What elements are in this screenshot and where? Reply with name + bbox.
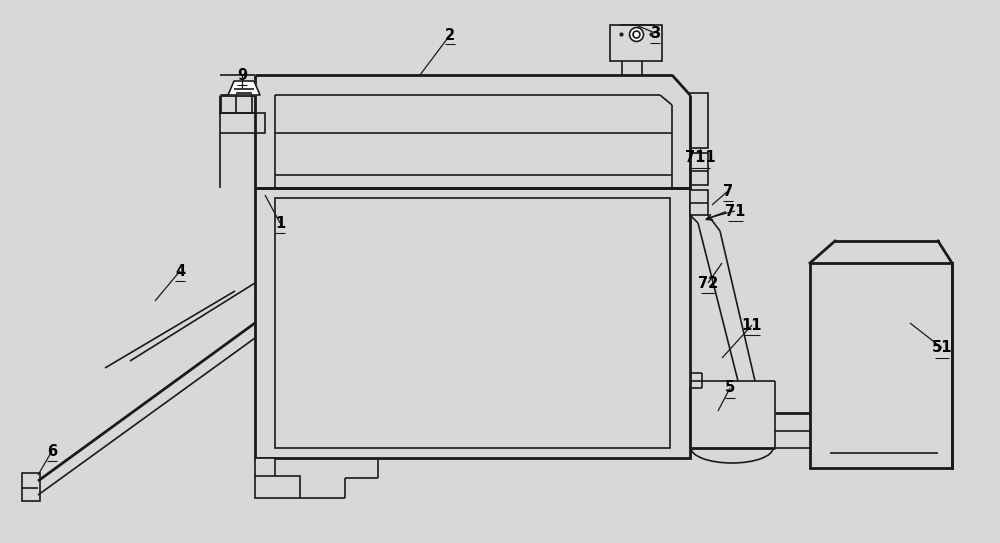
Polygon shape: [228, 81, 260, 95]
Bar: [255, 188, 690, 458]
Bar: [690, 190, 708, 215]
Bar: [690, 153, 708, 185]
Bar: [810, 263, 952, 468]
Bar: [255, 476, 300, 498]
Text: 6: 6: [47, 444, 57, 458]
Bar: [275, 198, 670, 448]
Text: 2: 2: [445, 28, 455, 42]
Text: 9: 9: [237, 67, 247, 83]
Bar: [610, 25, 662, 61]
Bar: [690, 93, 708, 148]
Text: 7: 7: [723, 184, 733, 199]
Text: 71: 71: [725, 204, 745, 218]
Text: 711: 711: [685, 150, 715, 166]
Text: 5: 5: [725, 381, 735, 395]
Text: 72: 72: [698, 275, 718, 291]
Text: 11: 11: [742, 318, 762, 332]
Bar: [22, 473, 40, 501]
Bar: [255, 458, 275, 478]
Text: 3: 3: [650, 26, 660, 41]
Text: 4: 4: [175, 263, 185, 279]
Text: 1: 1: [275, 216, 285, 230]
Text: 51: 51: [932, 340, 952, 356]
Bar: [220, 113, 265, 133]
